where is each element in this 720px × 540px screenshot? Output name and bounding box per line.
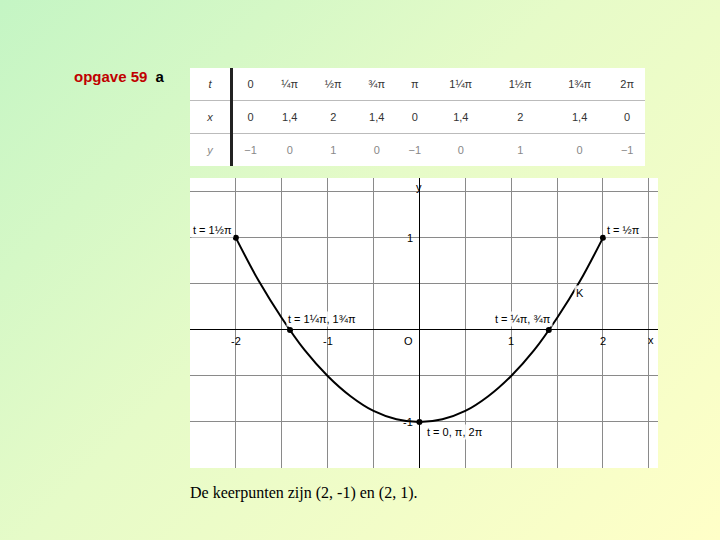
html-text:π: π: [411, 77, 419, 90]
html-text:0: 0: [576, 144, 583, 157]
html-text:0: 0: [247, 77, 254, 90]
html-text:1,4: 1,4: [572, 111, 588, 123]
html-text:t: t: [208, 77, 212, 90]
html-text:a: a: [155, 68, 164, 85]
html-text:0: 0: [457, 144, 464, 157]
svg-text:O: O: [404, 335, 413, 347]
svg-text:t = 0, π, 2π: t = 0, π, 2π: [427, 426, 483, 438]
html-text:¾π: ¾π: [368, 77, 386, 90]
html-text:0: 0: [373, 144, 380, 157]
svg-text:t = ½π: t = ½π: [607, 224, 640, 236]
html-text:0: 0: [247, 111, 254, 123]
svg-text:-1: -1: [323, 335, 333, 347]
html-text:0: 0: [286, 144, 293, 157]
svg-text:K: K: [576, 287, 584, 299]
html-text:−1: −1: [620, 144, 634, 157]
html-text:0: 0: [624, 111, 631, 123]
html-text:2: 2: [330, 111, 337, 123]
html-text:y: y: [207, 144, 213, 157]
html-text:x: x: [207, 111, 213, 123]
html-text:−1: −1: [408, 144, 421, 157]
svg-text:-2: -2: [231, 335, 241, 347]
html-text:¼π: ¼π: [281, 77, 299, 90]
html-text:1,4: 1,4: [453, 111, 469, 123]
html-text:2π: 2π: [620, 77, 634, 90]
html-text:1: 1: [517, 144, 524, 157]
html-text:opgave 59: opgave 59: [74, 68, 148, 85]
html-text:−1: −1: [244, 144, 257, 157]
html-text:0: 0: [411, 111, 418, 123]
svg-text:1: 1: [508, 335, 514, 347]
html-text:2: 2: [517, 111, 524, 123]
html-text:De keerpunten zijn (2, -1) en: De keerpunten zijn (2, -1) en (2, 1).: [190, 484, 418, 501]
svg-text:t = 1¼π, 1¾π: t = 1¼π, 1¾π: [288, 313, 356, 325]
html-text:1,4: 1,4: [282, 111, 298, 123]
svg-text:1: 1: [407, 232, 413, 244]
svg-text:x: x: [648, 334, 654, 346]
html-text:1½π: 1½π: [508, 77, 532, 90]
svg-text:t = ¼π, ¾π: t = ¼π, ¾π: [495, 313, 551, 325]
html-text:1: 1: [330, 144, 337, 157]
html-text:1,4: 1,4: [369, 111, 385, 123]
html-text:1¾π: 1¾π: [568, 77, 592, 90]
svg-text:-1: -1: [403, 416, 413, 428]
svg-text:y: y: [416, 181, 422, 193]
svg-text:t = 1½π: t = 1½π: [193, 224, 232, 236]
html-text:½π: ½π: [324, 77, 342, 90]
svg-text:2: 2: [600, 335, 606, 347]
html-text:1¼π: 1¼π: [449, 77, 473, 90]
